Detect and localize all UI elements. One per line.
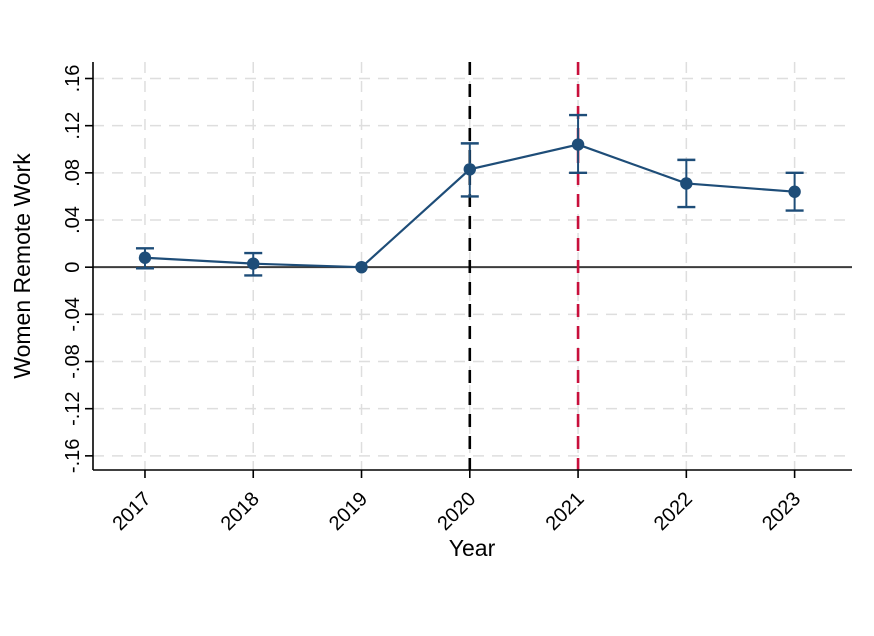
data-point-2017 (138, 251, 152, 264)
data-point-2021 (571, 138, 585, 151)
y-tick-label: .12 (62, 112, 84, 140)
y-axis-title: Women Remote Work (9, 153, 35, 379)
data-point-2022 (680, 177, 693, 190)
x-tick-label: 2018 (217, 488, 264, 535)
y-tick-label: .08 (62, 159, 84, 187)
x-tick-label: 2023 (758, 488, 805, 535)
data-point-2018 (247, 257, 260, 270)
data-point-2020 (463, 163, 476, 176)
x-tick-label: 2022 (650, 488, 697, 535)
y-tick-label: .16 (62, 65, 84, 93)
y-tick-label: .04 (62, 206, 84, 234)
plot-elements: .16 .12 .08 .04 0 -.04 -.08 -.12 -.16 2017 2018 201… (62, 62, 852, 535)
x-tick-label: 2021 (542, 488, 589, 535)
y-tick-label: 0 (62, 262, 84, 273)
data-point-2023 (788, 185, 801, 198)
y-tick-label: -.08 (62, 344, 84, 378)
y-tick-label: -.12 (62, 391, 84, 425)
y-tick-label: -.16 (62, 439, 84, 473)
x-tick-label: 2017 (108, 488, 155, 535)
x-tick-label: 2020 (433, 488, 480, 535)
x-axis-title: Year (449, 535, 496, 561)
data-point-2019 (355, 260, 368, 274)
y-tick-label: -.04 (62, 297, 84, 331)
x-tick-label: 2019 (325, 488, 372, 535)
